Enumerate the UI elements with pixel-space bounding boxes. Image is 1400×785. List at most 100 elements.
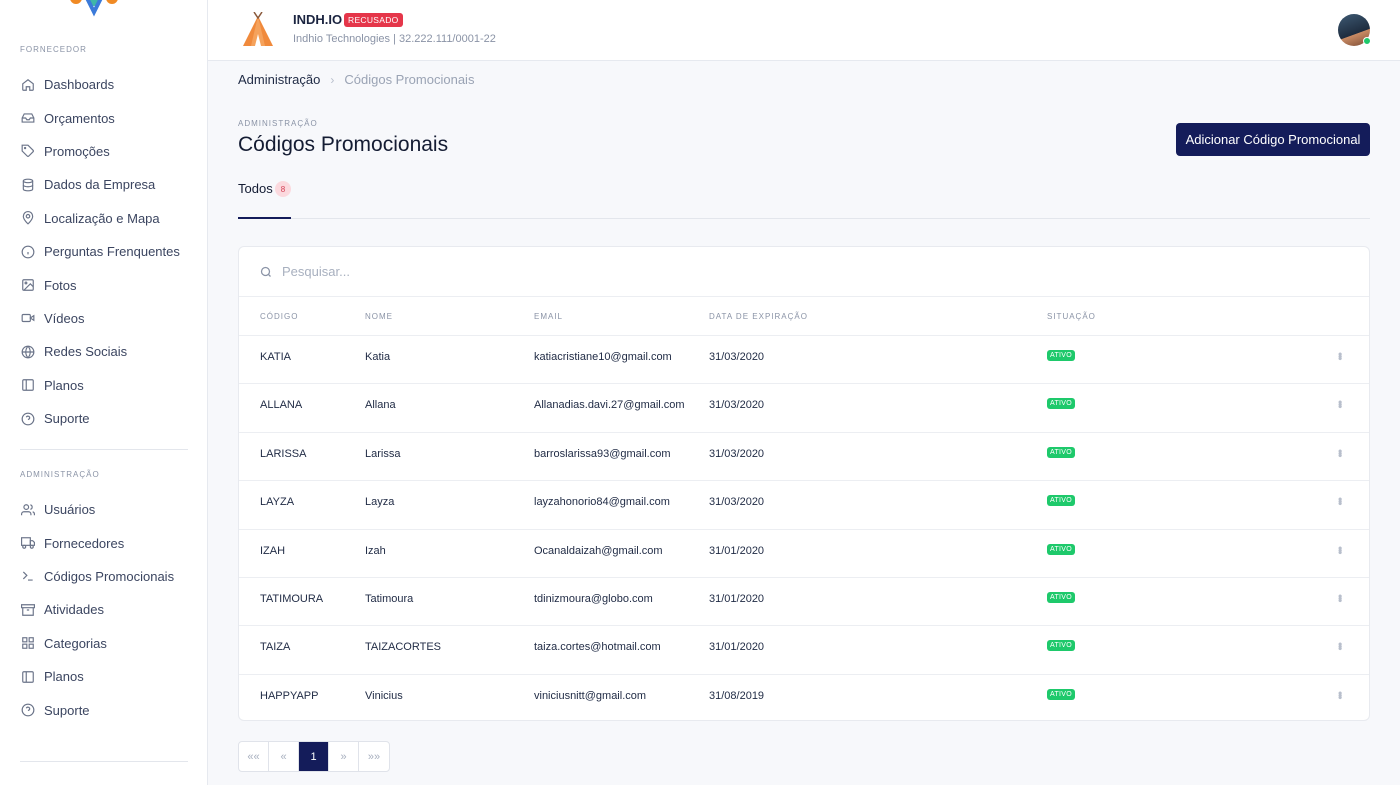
expiry-cell: 31/01/2020 (709, 593, 765, 605)
status-badge: ATIVO (1047, 398, 1075, 410)
more-vertical-icon[interactable]: ••• (1333, 497, 1347, 504)
sidebar-item-label: Atividades (44, 602, 104, 618)
page-overline: ADMINISTRAÇÃO (238, 119, 318, 128)
sidebar-item-dashboards[interactable]: Dashboards (0, 68, 208, 101)
sidebar-item-label: Dashboards (44, 77, 115, 93)
tabs: Todos 8 (238, 176, 1370, 219)
email-cell: Ocanaldaizah@gmail.com (534, 544, 663, 557)
image-icon (20, 278, 35, 293)
add-promo-code-button[interactable]: Adicionar Código Promocional (1176, 123, 1370, 156)
sidebar-item-videos[interactable]: Vídeos (0, 302, 208, 335)
home-icon (20, 77, 35, 92)
app-logo (70, 0, 118, 17)
search-bar (239, 247, 1369, 297)
breadcrumb-parent-link[interactable]: Administração (238, 72, 321, 87)
name-cell: TAIZACORTES (365, 641, 441, 654)
sidebar-item-label: Suporte (44, 702, 90, 718)
more-vertical-icon[interactable]: ••• (1333, 448, 1347, 456)
more-vertical-icon[interactable]: ••• (1333, 545, 1347, 553)
sidebar-item-dados-empresa[interactable]: Dados da Empresa (0, 168, 208, 201)
column-header[interactable]: NOME (365, 312, 393, 321)
tab-count-badge: 8 (275, 181, 291, 197)
sidebar-item-categorias[interactable]: Categorias (0, 627, 208, 660)
sidebar-item-label: Planos (44, 377, 84, 393)
sidebar-item-suporte-admin[interactable]: Suporte (0, 693, 208, 726)
table-row[interactable]: ALLANA Allana Allanadias.davi.27@gmail.c… (239, 384, 1369, 433)
table-row[interactable]: HAPPYAPP Vinicius viniciusnitt@gmail.com… (239, 675, 1369, 723)
sidebar-item-fornecedores[interactable]: Fornecedores (0, 526, 208, 559)
email-cell: katiacristiane10@gmail.com (534, 351, 672, 363)
column-header[interactable]: CÓDIGO (260, 312, 299, 321)
last-page-button[interactable]: »» (367, 750, 381, 763)
table-row[interactable]: LAYZA Layza layzahonorio84@gmail.com 31/… (239, 481, 1369, 530)
status-badge: ATIVO (1047, 592, 1075, 603)
teepee-icon (243, 12, 273, 46)
sidebar-icon (20, 378, 35, 393)
sidebar-item-promocoes[interactable]: Promoções (0, 135, 208, 168)
sidebar-item-usuarios[interactable]: Usuários (0, 493, 208, 526)
code-cell: ALLANA (260, 399, 303, 412)
tab-todos[interactable]: Todos 8 (238, 176, 291, 219)
next-page-button[interactable]: » (329, 742, 359, 771)
sidebar-item-label: Categorias (44, 635, 107, 651)
table-row[interactable]: TATIMOURA Tatimoura tdinizmoura@globo.co… (239, 578, 1369, 627)
inbox-icon (20, 111, 35, 126)
sidebar-item-orcamentos[interactable]: Orçamentos (0, 101, 208, 134)
sidebar-item-perguntas[interactable]: Perguntas Frenquentes (0, 235, 208, 268)
more-vertical-icon[interactable]: ••• (1333, 642, 1347, 649)
table-row[interactable]: LARISSA Larissa barroslarissa93@gmail.co… (239, 433, 1369, 482)
page-button-current[interactable]: 1 (299, 742, 329, 771)
sidebar-item-planos[interactable]: Planos (0, 369, 208, 402)
supplier-nav: Dashboards Orçamentos Promoções Dados da… (0, 68, 208, 435)
name-cell: Tatimoura (365, 593, 414, 605)
more-vertical-icon[interactable]: ••• (1333, 352, 1347, 359)
column-header[interactable]: DATA DE EXPIRAÇÃO (709, 312, 808, 321)
admin-nav: Usuários Fornecedores Códigos Promociona… (0, 493, 208, 727)
code-cell: LARISSA (260, 447, 307, 460)
more-vertical-icon[interactable]: ••• (1333, 690, 1347, 698)
table-row[interactable]: TAIZA TAIZACORTES taiza.cortes@hotmail.c… (239, 626, 1369, 675)
breadcrumb: Administração › Códigos Promocionais (238, 72, 474, 87)
sidebar-item-label: Fornecedores (44, 535, 125, 551)
section-label-supplier: FORNECEDOR (20, 45, 87, 54)
more-vertical-icon[interactable]: ••• (1333, 594, 1347, 601)
status-badge: ATIVO (1047, 446, 1075, 458)
help-circle-icon (20, 411, 35, 426)
column-header[interactable]: SITUAÇÃO (1047, 312, 1096, 321)
code-cell: TAIZA (260, 641, 291, 654)
email-cell: Allanadias.davi.27@gmail.com (534, 399, 685, 412)
sidebar-item-suporte[interactable]: Suporte (0, 402, 208, 435)
sidebar-item-label: Suporte (44, 411, 90, 427)
name-cell: Layza (365, 496, 395, 509)
company-name: INDH.IO (293, 12, 343, 27)
company-subtitle: Indhio Technologies | 32.222.111/0001-22 (293, 33, 496, 45)
table-row[interactable]: IZAH Izah Ocanaldaizah@gmail.com 31/01/2… (239, 530, 1369, 578)
breadcrumb-current: Códigos Promocionais (344, 72, 475, 87)
sidebar-item-label: Fotos (44, 277, 77, 293)
sidebar-item-atividades[interactable]: Atividades (0, 593, 208, 626)
sidebar-item-planos-admin[interactable]: Planos (0, 660, 208, 693)
sidebar-item-fotos[interactable]: Fotos (0, 268, 208, 301)
sidebar-item-label: Dados da Empresa (44, 177, 156, 193)
name-cell: Allana (365, 399, 396, 412)
column-header[interactable]: EMAIL (534, 312, 564, 321)
table-row[interactable]: KATIA Katia katiacristiane10@gmail.com 3… (239, 336, 1369, 385)
sidebar-item-label: Redes Sociais (44, 344, 128, 360)
sidebar-item-redes-sociais[interactable]: Redes Sociais (0, 335, 208, 368)
top-bar: INDH.IO RECUSADO Indhio Technologies | 3… (208, 0, 1400, 61)
expiry-cell: 31/01/2020 (709, 641, 765, 654)
email-cell: viniciusnitt@gmail.com (534, 689, 647, 702)
more-vertical-icon[interactable]: ••• (1333, 400, 1347, 407)
sidebar-item-label: Usuários (44, 502, 96, 518)
avatar[interactable] (1338, 14, 1371, 46)
search-input[interactable] (282, 264, 682, 279)
sidebar-item-localizacao[interactable]: Localização e Mapa (0, 202, 208, 235)
pagination: «« « 1 » »» (238, 741, 390, 772)
first-page-button[interactable]: «« (239, 742, 269, 771)
name-cell: Vinicius (365, 689, 403, 702)
sidebar-item-codigos-promocionais[interactable]: Códigos Promocionais (0, 560, 208, 593)
status-badge: ATIVO (1047, 543, 1075, 555)
prev-page-button[interactable]: « (269, 742, 299, 771)
sidebar-icon (20, 669, 35, 684)
email-cell: tdinizmoura@globo.com (534, 593, 653, 605)
